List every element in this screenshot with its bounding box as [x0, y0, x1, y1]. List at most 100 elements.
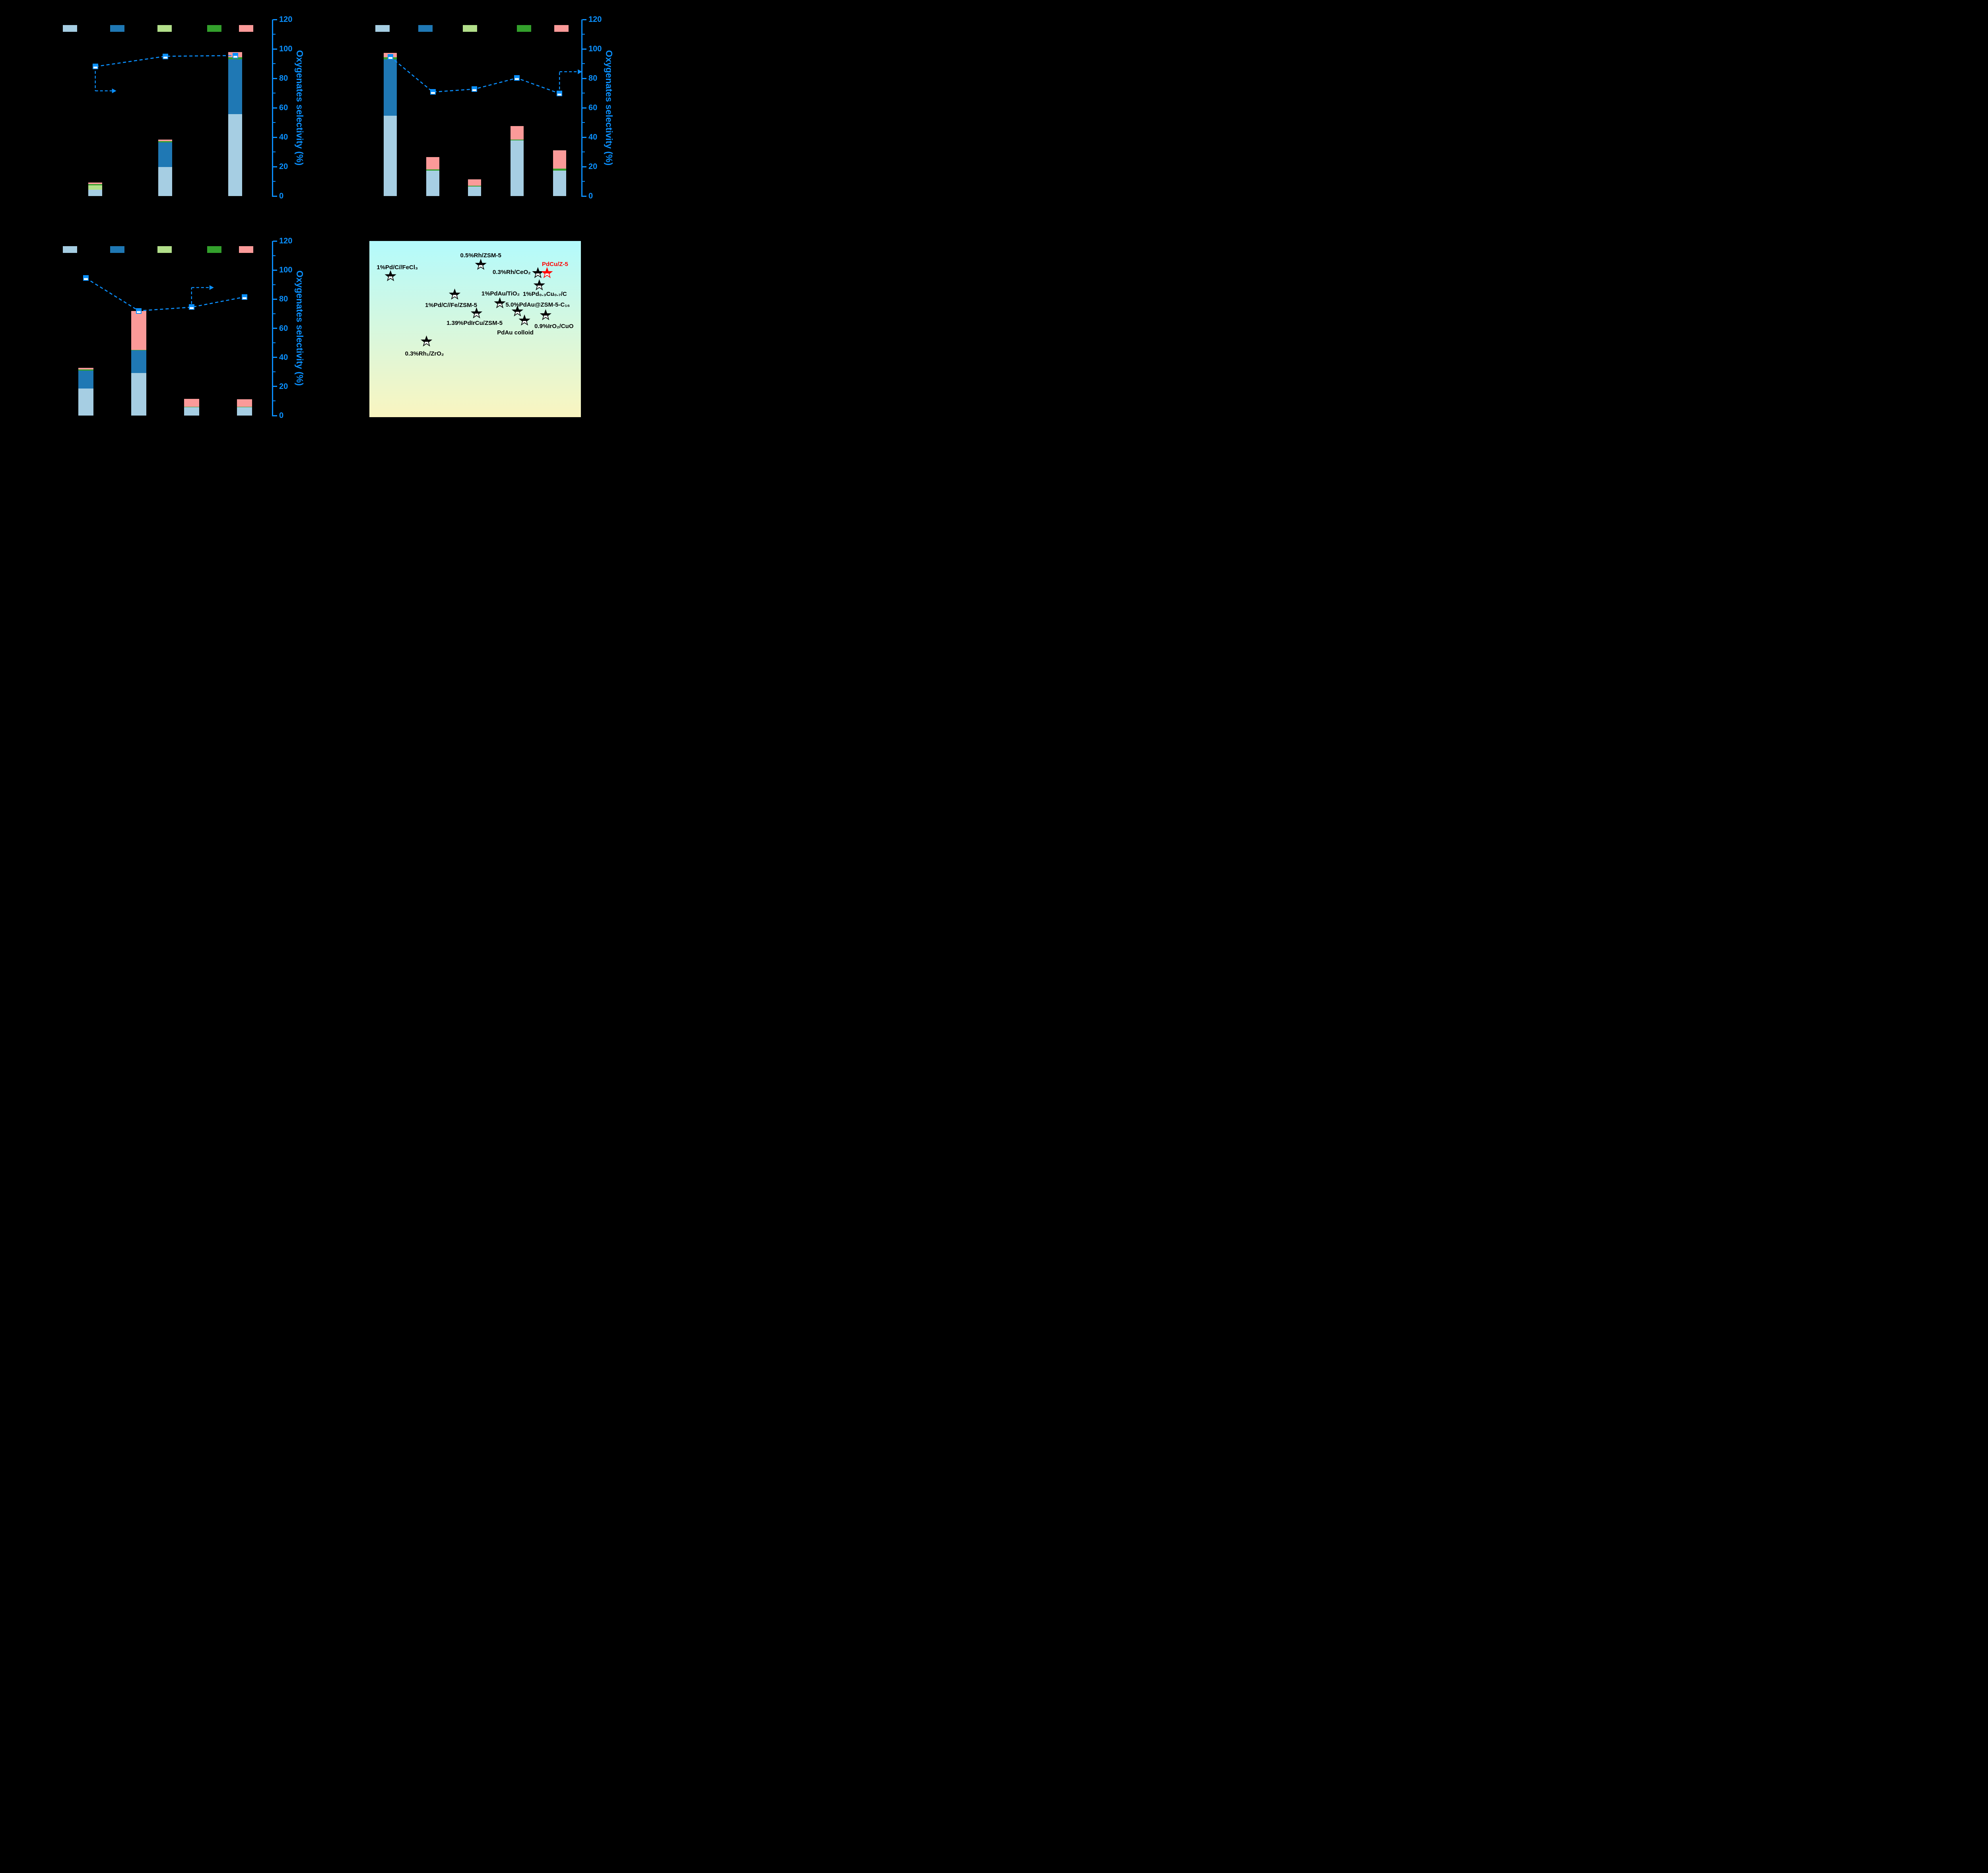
- bar-segment-CO2-PdAu/Z-5: [553, 150, 566, 169]
- selectivity-marker-a-1: [162, 53, 168, 59]
- left-axis-tick-400: 400: [36, 295, 49, 303]
- selectivity-marker-b-0: [387, 54, 393, 60]
- right-axis-ticklabel-80: 80: [588, 74, 598, 83]
- bar-segment-CO2-PdCu/Z-5: [78, 368, 93, 369]
- x-tick-100: 100: [159, 200, 172, 208]
- selectivity-marker-b-4: [557, 91, 563, 97]
- left-axis-tick-0: 0: [366, 192, 371, 200]
- right-axis-minortick-90: [273, 284, 276, 285]
- x-tick-90: 90: [126, 200, 135, 208]
- scatter-y-tick-10: 10: [357, 342, 366, 351]
- right-axis-tick-40: [273, 136, 277, 138]
- scatter-y-tick-100: 100: [353, 307, 366, 316]
- right-axis-tick-80: [582, 78, 586, 79]
- right-axis-ticklabel-0: 0: [279, 411, 284, 420]
- legend-label-CH3OH: CH₃OH: [392, 24, 417, 32]
- bar-segment-CH3OH-PdCu/Z-5: [384, 115, 397, 196]
- x-tick-110: 110: [194, 200, 207, 208]
- scatter-y-axis-title: Productivity (μmol·gmetal⁻¹·h⁻¹): [321, 265, 330, 393]
- selectivity-marker-c-1: [136, 308, 142, 314]
- bar-segment-HCOOH-PdCu/Z-5: [78, 371, 93, 389]
- bar-segment-CO2-80: [88, 183, 103, 184]
- legend-label-CO2: CO₂: [571, 24, 585, 32]
- legend-label-CH3OH: CH₃OH: [79, 24, 104, 32]
- right-axis-tick-60: [582, 107, 586, 109]
- point-label-6: 1%PdAu/TiO₂: [481, 290, 520, 297]
- panel-label-a: a: [9, 10, 14, 21]
- point-label-8: 1.39%PdIrCu/ZSM-5: [447, 320, 503, 327]
- point-label-5: 1%Pd/C//Fe/ZSM-5: [425, 301, 477, 309]
- right-axis-tick-20: [273, 166, 277, 167]
- right-axis-ticklabel-120: 120: [279, 15, 293, 24]
- bar-segment-CO2-Pd//Cu-PM: [510, 126, 524, 140]
- selectivity-marker-c-2: [188, 304, 194, 310]
- right-axis-minortick-70: [273, 313, 276, 314]
- right-axis-tick-120: [273, 240, 277, 242]
- right-axis-ticklabel-100: 100: [279, 266, 293, 275]
- right-axis-tick-20: [273, 386, 277, 387]
- bar-segment-CO-Cu/Z-5: [468, 186, 481, 187]
- legend-swatch-CH3OH: [62, 25, 77, 32]
- legend-label-CO: CO: [223, 24, 235, 32]
- right-axis-tick-20: [582, 166, 586, 167]
- left-axis-tick-0: 0: [44, 192, 49, 200]
- scatter-x-tick-85: 85: [471, 421, 480, 429]
- y-right-axis-title: Oxygenates selectivity (%): [295, 50, 305, 166]
- right-axis-ticklabel-20: 20: [588, 162, 598, 171]
- right-axis-tick-0: [273, 195, 277, 197]
- right-axis-tick-100: [582, 48, 586, 50]
- right-axis-ticklabel-40: 40: [279, 353, 288, 362]
- legend-swatch-CH3OOH: [157, 25, 172, 32]
- right-axis-tick-0: [582, 195, 586, 197]
- panel-label-c: c: [9, 231, 14, 241]
- left-axis-tick-40: 40: [362, 156, 371, 165]
- left-axis-tick-100: 100: [36, 103, 49, 112]
- bar-segment-HCOOH-PdFe/Z-5: [131, 350, 146, 373]
- point-label-4: 1%Pd₀.₃Cu₀.₇/C: [523, 290, 567, 297]
- right-axis-ticklabel-100: 100: [279, 45, 293, 53]
- right-axis-minortick-50: [273, 122, 276, 123]
- right-axis-line: [272, 19, 273, 197]
- x-category-PdCu/Z-5: PdCu/Z-5: [367, 201, 396, 230]
- left-axis-tick-200: 200: [36, 353, 49, 361]
- legend-label-HCOOH: HCOOH: [126, 24, 153, 32]
- x-tick-120: 120: [229, 200, 242, 208]
- right-axis-line: [272, 241, 273, 416]
- legend-swatch-HCOOH: [110, 246, 124, 253]
- point-label-3: PdCu/Z-5: [542, 260, 568, 268]
- scatter-y-tick-0.1: 0.1: [355, 413, 366, 421]
- legend-label-CH3OH: CH₃OH: [79, 245, 104, 253]
- right-axis-ticklabel-120: 120: [279, 237, 293, 245]
- x-tick-80: 80: [91, 200, 100, 208]
- selectivity-marker-b-3: [514, 75, 520, 81]
- right-axis-ticklabel-60: 60: [279, 324, 288, 333]
- bar-segment-CO2-PdCo/Z-5: [184, 398, 199, 407]
- x-axis-title: Temperature (°C): [128, 221, 196, 230]
- left-axis-tick-200: 200: [358, 15, 371, 23]
- bar-segment-CH3OH-Pd/Z-5: [426, 170, 440, 196]
- right-axis-tick-60: [273, 328, 277, 329]
- right-axis-tick-100: [273, 269, 277, 271]
- selectivity-marker-c-0: [83, 275, 89, 281]
- bar-segment-HCOOH-PdCu/Z-5: [384, 59, 397, 116]
- scatter-x-tick-100: 100: [575, 421, 587, 429]
- bar-segment-CH3OH-80: [88, 190, 103, 196]
- panel-label-d: d: [332, 231, 338, 241]
- bar-segment-CO-Pd/Z-5: [426, 169, 440, 171]
- panel-label-b: b: [332, 10, 338, 21]
- scatter-y-tick-1: 1: [362, 377, 366, 386]
- left-axis-tick-160: 160: [358, 50, 371, 59]
- left-axis-tick-200: 200: [36, 15, 49, 23]
- point-label-1: 0.5%Rh/ZSM-5: [460, 252, 501, 259]
- right-axis-ticklabel-80: 80: [279, 295, 288, 304]
- bar-segment-CO-100: [158, 141, 173, 142]
- scatter-x-tick-70: 70: [365, 421, 374, 429]
- right-axis-ticklabel-40: 40: [588, 133, 598, 142]
- bar-segment-CH3OH-PdFe/Z-5: [131, 373, 146, 416]
- right-axis-ticklabel-0: 0: [588, 192, 593, 200]
- y-left-axis-title: Productivity (μmol·gcat⁻¹·h⁻¹): [3, 49, 12, 167]
- legend-label-CO2: CO₂: [255, 24, 270, 32]
- right-axis-ticklabel-100: 100: [588, 45, 602, 53]
- right-axis-tick-100: [273, 48, 277, 50]
- selectivity-marker-b-1: [430, 89, 436, 95]
